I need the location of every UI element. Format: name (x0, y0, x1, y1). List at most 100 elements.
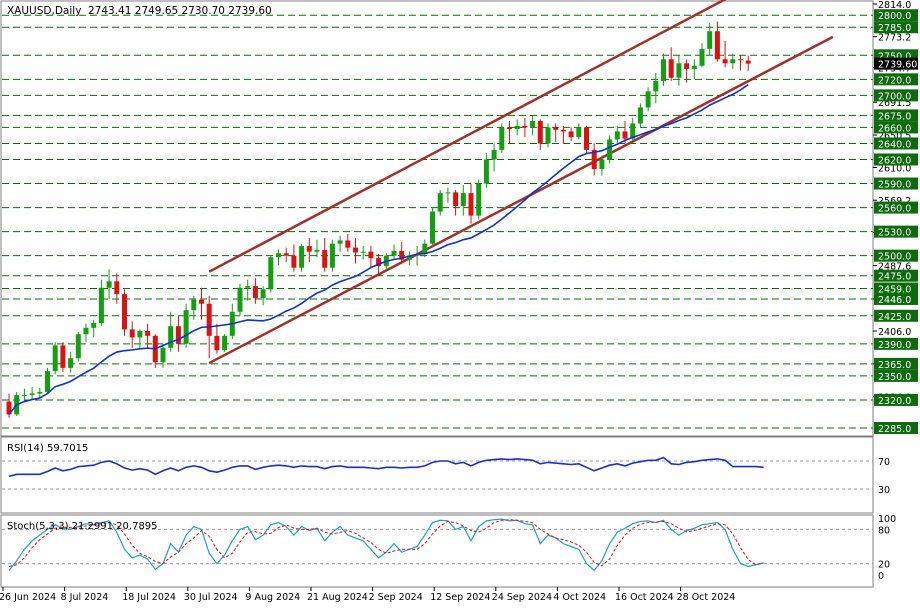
candle (707, 23, 713, 56)
level-label-box (874, 357, 918, 370)
rsi-panel-frame (0, 436, 874, 514)
candle (445, 187, 451, 203)
candle (699, 43, 705, 68)
rsi-tick-label: 30 (878, 485, 890, 496)
candle (191, 295, 197, 320)
rsi-line (8, 456, 764, 478)
main-panel-frame (0, 0, 874, 437)
candle-body (607, 139, 613, 160)
candle (522, 117, 528, 138)
time-tick-label: 16 Oct 2024 (615, 592, 674, 603)
candle (668, 47, 674, 81)
level-label-text: 2590.0 (878, 180, 911, 191)
candle-body (406, 255, 412, 260)
symbol-title: XAUUSD,Daily (7, 5, 81, 17)
candle (584, 125, 589, 154)
candle-body (499, 127, 505, 150)
candle-body (545, 127, 551, 144)
candles-layer (6, 21, 751, 418)
level-label-text: 2530.0 (878, 228, 911, 239)
candle-body (507, 127, 512, 130)
price-tick-label: 2487.6 (878, 262, 911, 273)
stoch-k-line (8, 518, 764, 572)
candle (29, 387, 35, 400)
candle (637, 103, 643, 128)
candle (160, 343, 166, 368)
candle (214, 323, 220, 354)
candle-body (460, 193, 466, 206)
level-label-box (874, 369, 918, 382)
candle (537, 119, 543, 150)
time-tick-label: 28 Oct 2024 (677, 592, 736, 603)
candle (114, 273, 120, 304)
candle-body (699, 48, 705, 66)
candle-body (576, 127, 582, 138)
candle-body (399, 250, 405, 260)
candle (722, 40, 728, 68)
candle-body (175, 326, 181, 344)
candle (553, 123, 559, 142)
time-tick-label: 4 Oct 2024 (553, 592, 606, 603)
candle (738, 55, 743, 71)
candle-body (637, 107, 643, 124)
price-tick-label: 2691.5 (878, 98, 911, 109)
candle-body (260, 289, 266, 299)
candle (199, 287, 204, 320)
level-label-text: 2720.0 (878, 75, 911, 86)
candle-body (129, 329, 135, 338)
candle-body (345, 240, 351, 248)
candle-body (314, 250, 320, 252)
candle-body (430, 211, 435, 244)
candle-body (75, 334, 81, 359)
candle-body (145, 331, 151, 336)
candle (514, 119, 520, 136)
horizontal-levels-layer (2, 14, 873, 429)
level-label-box (874, 309, 918, 322)
time-tick-label: 12 Sep 2024 (430, 592, 490, 603)
stoch-tick-label: 80 (878, 525, 890, 536)
level-label-text: 2425.0 (878, 312, 911, 323)
level-label-box (874, 337, 918, 350)
candle (714, 21, 720, 62)
level-label-text: 2285.0 (878, 424, 911, 435)
candle-body (522, 125, 528, 128)
level-label-box (874, 21, 918, 34)
candle-body (21, 395, 27, 397)
candle (137, 329, 143, 348)
candle-body (299, 246, 305, 268)
level-label-box (874, 292, 918, 305)
candle-body (160, 347, 166, 363)
candle (661, 53, 666, 86)
candle-body (714, 31, 720, 60)
level-label-text: 2390.0 (878, 340, 911, 351)
level-label-text: 2660.0 (878, 123, 911, 134)
candle (406, 251, 412, 266)
stoch-tick-label: 20 (878, 560, 890, 571)
candle (599, 155, 605, 176)
candle (430, 207, 435, 248)
candle-body (514, 125, 520, 130)
level-label-text: 2459.0 (878, 285, 911, 296)
candle (245, 279, 251, 301)
level-label-box (874, 393, 918, 406)
candle-body (491, 149, 497, 160)
candle (83, 323, 89, 343)
candle (560, 125, 566, 144)
candle-body (98, 287, 104, 323)
candle (614, 125, 620, 144)
level-label-box (874, 109, 918, 122)
time-tick-label: 9 Aug 2024 (245, 592, 300, 603)
time-tick-label: 2 Sep 2024 (369, 592, 423, 603)
time-axis: 26 Jun 2024 8 Jul 2024 18 Jul 2024 30 Jul 2… (0, 587, 735, 603)
level-label-text: 2640.0 (878, 139, 911, 150)
candle-body (83, 327, 89, 335)
candle-body (29, 393, 35, 396)
candle-body (368, 251, 374, 259)
candle (368, 246, 374, 268)
candle-body (584, 127, 589, 150)
moving-average-line (8, 83, 749, 415)
candle-body (353, 247, 358, 253)
candle-body (199, 299, 204, 304)
